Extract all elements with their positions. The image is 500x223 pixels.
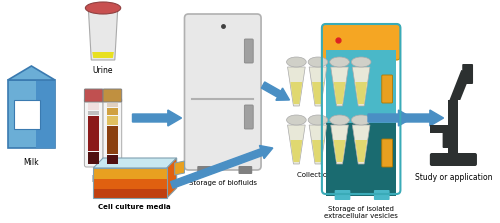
FancyBboxPatch shape <box>430 125 458 133</box>
FancyArrow shape <box>170 145 273 188</box>
Ellipse shape <box>308 57 328 67</box>
FancyBboxPatch shape <box>107 126 118 154</box>
FancyBboxPatch shape <box>88 111 99 115</box>
FancyBboxPatch shape <box>103 98 122 167</box>
FancyArrow shape <box>132 110 182 126</box>
FancyArrow shape <box>368 110 412 126</box>
Polygon shape <box>334 82 345 104</box>
Polygon shape <box>309 125 327 164</box>
FancyBboxPatch shape <box>382 75 392 103</box>
FancyBboxPatch shape <box>326 50 396 123</box>
FancyBboxPatch shape <box>382 139 392 167</box>
Text: Blood: Blood <box>92 175 113 184</box>
Polygon shape <box>330 125 348 164</box>
Polygon shape <box>290 82 302 104</box>
Polygon shape <box>352 67 370 106</box>
Ellipse shape <box>308 115 328 125</box>
FancyBboxPatch shape <box>107 155 118 164</box>
Ellipse shape <box>352 115 371 125</box>
Polygon shape <box>312 140 324 162</box>
Polygon shape <box>88 8 118 60</box>
FancyBboxPatch shape <box>84 98 103 167</box>
FancyBboxPatch shape <box>334 190 350 200</box>
FancyBboxPatch shape <box>88 152 99 164</box>
FancyBboxPatch shape <box>448 100 458 158</box>
FancyBboxPatch shape <box>107 108 118 115</box>
FancyArrow shape <box>262 82 289 100</box>
Ellipse shape <box>286 57 306 67</box>
FancyBboxPatch shape <box>84 89 103 102</box>
Ellipse shape <box>86 2 120 14</box>
Text: Study or application: Study or application <box>414 173 492 182</box>
Polygon shape <box>288 67 305 106</box>
FancyBboxPatch shape <box>93 168 167 178</box>
FancyBboxPatch shape <box>244 105 253 129</box>
FancyBboxPatch shape <box>107 103 118 107</box>
Polygon shape <box>309 67 327 106</box>
Polygon shape <box>174 161 184 175</box>
Polygon shape <box>93 158 176 168</box>
FancyBboxPatch shape <box>198 166 211 174</box>
FancyBboxPatch shape <box>430 153 477 166</box>
Polygon shape <box>288 125 305 164</box>
FancyBboxPatch shape <box>462 64 473 84</box>
Ellipse shape <box>352 57 371 67</box>
Text: Cell culture media: Cell culture media <box>98 204 171 210</box>
FancyBboxPatch shape <box>326 123 396 196</box>
FancyBboxPatch shape <box>322 24 400 60</box>
FancyBboxPatch shape <box>8 80 55 148</box>
Ellipse shape <box>286 115 306 125</box>
FancyBboxPatch shape <box>14 100 40 129</box>
Polygon shape <box>356 140 367 162</box>
Polygon shape <box>312 82 324 104</box>
Polygon shape <box>92 52 114 58</box>
FancyBboxPatch shape <box>88 103 99 110</box>
Polygon shape <box>290 140 302 162</box>
FancyBboxPatch shape <box>107 116 118 125</box>
Ellipse shape <box>330 57 349 67</box>
Text: Milk: Milk <box>24 158 39 167</box>
Polygon shape <box>356 82 367 104</box>
FancyArrow shape <box>402 110 444 126</box>
Text: Urine: Urine <box>93 66 114 75</box>
FancyBboxPatch shape <box>103 89 122 102</box>
FancyBboxPatch shape <box>93 189 167 198</box>
Text: Storage of biofluids: Storage of biofluids <box>189 180 257 186</box>
FancyBboxPatch shape <box>238 166 252 174</box>
FancyBboxPatch shape <box>442 132 452 148</box>
Polygon shape <box>167 158 176 198</box>
Text: Storage of isolated
extracellular vesicles: Storage of isolated extracellular vesicl… <box>324 206 398 219</box>
Polygon shape <box>450 70 471 100</box>
FancyBboxPatch shape <box>36 80 55 148</box>
Polygon shape <box>352 125 370 164</box>
Text: Collection of extracellular
vesicles: Collection of extracellular vesicles <box>296 172 386 185</box>
Polygon shape <box>334 140 345 162</box>
FancyBboxPatch shape <box>93 178 167 189</box>
Polygon shape <box>8 66 55 80</box>
FancyBboxPatch shape <box>374 190 390 200</box>
Polygon shape <box>330 67 348 106</box>
FancyBboxPatch shape <box>244 39 253 63</box>
FancyBboxPatch shape <box>184 14 261 170</box>
Ellipse shape <box>330 115 349 125</box>
FancyBboxPatch shape <box>88 116 99 151</box>
